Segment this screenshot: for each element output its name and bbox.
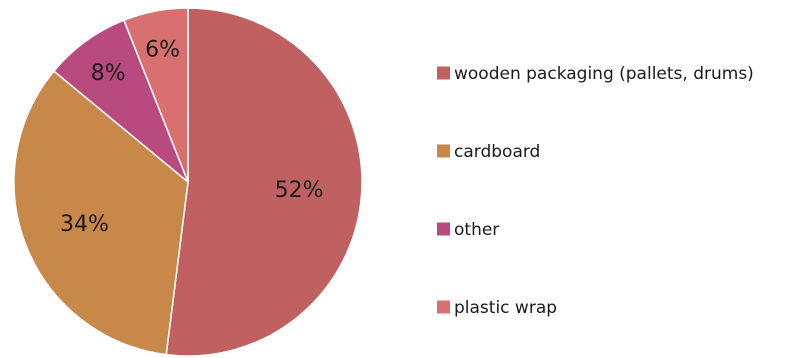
legend-swatch-1: [437, 144, 450, 158]
legend: wooden packaging (pallets, drums) cardboa…: [437, 64, 754, 318]
pie-slices: [13, 7, 363, 357]
legend-label-2: other: [454, 220, 499, 240]
legend-item-3: plastic wrap: [437, 298, 557, 318]
pie-slice-1: [13, 70, 189, 356]
legend-swatch-2: [437, 222, 450, 236]
pie-slice-0: [165, 7, 363, 357]
legend-item-0: wooden packaging (pallets, drums): [437, 64, 754, 84]
legend-label-0: wooden packaging (pallets, drums): [454, 64, 754, 84]
legend-item-1: cardboard: [437, 142, 540, 162]
pie-slice-label-2: 8%: [91, 61, 126, 86]
legend-swatch-3: [437, 300, 450, 314]
legend-item-2: other: [437, 220, 499, 240]
legend-label-3: plastic wrap: [454, 298, 557, 318]
pie-slice-3: [122, 7, 189, 183]
pie-slice-labels: 52% 34% 8% 6%: [60, 38, 324, 237]
pie-slice-label-3: 6%: [145, 38, 180, 63]
pie-slice-label-1: 34%: [60, 212, 109, 237]
legend-swatch-0: [437, 66, 450, 80]
pie-slice-label-0: 52%: [275, 178, 324, 203]
legend-label-1: cardboard: [454, 142, 540, 162]
